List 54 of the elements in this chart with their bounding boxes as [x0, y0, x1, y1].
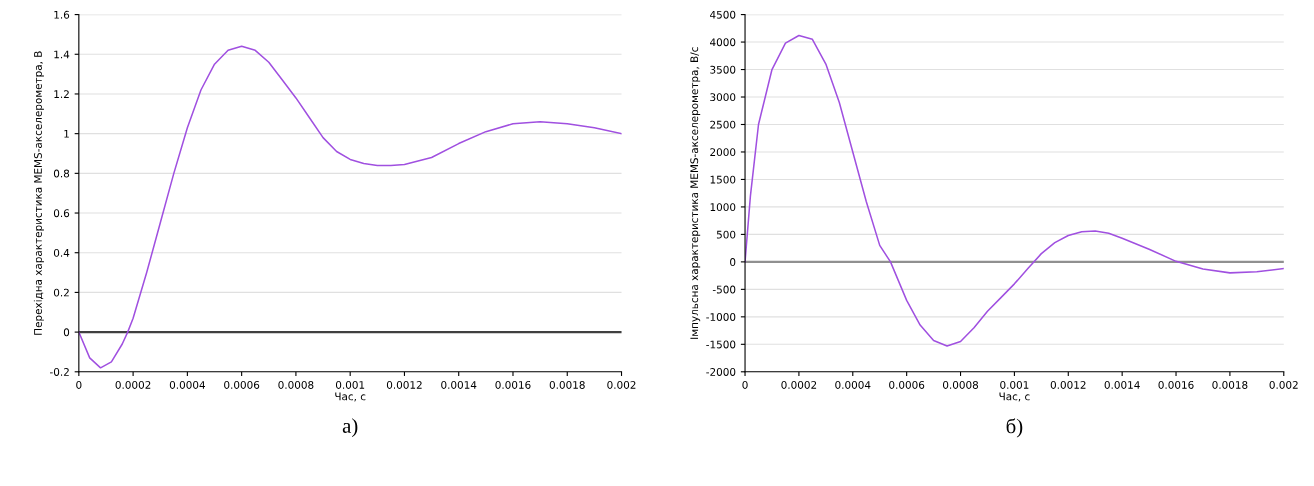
x-tick-label: 0.002	[607, 381, 636, 389]
text: б)	[1006, 418, 1023, 438]
y-tick-label: 4500	[710, 10, 736, 19]
x-tick-label: 0.0004	[835, 381, 871, 389]
y-tick-label: -1500	[706, 340, 736, 349]
x-tick-label: 0.0008	[278, 381, 314, 389]
y-axis-title: Імпульсна характеристика MEMS-акселерометра, В/с	[690, 47, 701, 339]
x-tick-label: 0	[76, 381, 82, 389]
x-tick-label: 0.0008	[943, 381, 979, 389]
y-tick-label: 1	[64, 130, 69, 138]
x-tick-label: 0.0018	[1212, 381, 1248, 389]
x-tick-label: 0.0014	[1104, 381, 1140, 389]
y-tick-label: -2000	[706, 368, 736, 376]
y-tick-label: 0.4	[53, 248, 70, 257]
x-tick-label: 0.0014	[441, 381, 477, 389]
x-tick-label: 0.001	[335, 381, 365, 389]
x-tick-label: 0.0016	[495, 381, 531, 389]
x-tick-label: 0.002	[1269, 381, 1298, 389]
y-tick-label: 0	[730, 258, 736, 266]
x-tick-label: 0.0002	[781, 381, 817, 389]
y-tick-label: 4000	[710, 38, 736, 47]
y-tick-label: 0	[63, 328, 70, 337]
text: а)	[342, 418, 358, 438]
x-tick-label: 0.0006	[224, 381, 260, 389]
y-tick-label: 0.2	[53, 288, 69, 297]
x-tick-label: 0.0004	[169, 381, 206, 389]
y-tick-label: 500	[716, 230, 736, 239]
y-tick-label: 0.8	[53, 169, 70, 178]
x-tick-label: 0	[742, 381, 748, 389]
y-axis-title: Перехідна характеристика MEMS-акселерометра, В	[33, 51, 44, 335]
y-tick-label: -500	[712, 285, 736, 294]
line-series	[745, 34, 1284, 347]
x-tick-label: 0.0018	[549, 381, 585, 389]
y-tick-label: 1500	[710, 175, 736, 184]
y-tick-label: -1000	[706, 313, 736, 321]
y-tick-label: 3500	[710, 65, 736, 74]
y-tick-label: 1.6	[54, 10, 70, 19]
y-tick-label: 2500	[710, 120, 736, 129]
y-tick-label: 0.6	[53, 209, 70, 218]
x-axis-title: Час, с	[335, 392, 366, 402]
y-tick-label: -0.2	[50, 368, 69, 376]
x-axis-title: Час, с	[999, 392, 1030, 402]
x-tick-label: 0.0016	[1158, 381, 1194, 389]
y-tick-label: 1000	[710, 203, 736, 212]
line-series	[78, 45, 622, 369]
x-tick-label: 0.0006	[889, 381, 925, 389]
y-tick-label: 2000	[710, 148, 736, 157]
x-tick-label: 0.0012	[386, 381, 422, 389]
x-tick-label: 0.001	[1000, 381, 1029, 389]
y-tick-label: 3000	[710, 93, 736, 102]
y-tick-label: 1.2	[54, 90, 69, 98]
y-tick-label: 1.4	[54, 50, 70, 59]
x-tick-label: 0.0002	[115, 381, 151, 389]
x-tick-label: 0.0012	[1050, 381, 1086, 389]
